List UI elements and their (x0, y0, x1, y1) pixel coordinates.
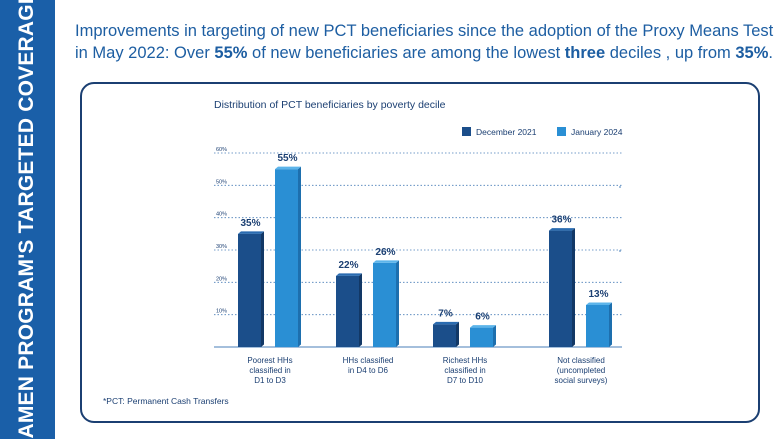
data-label: 26% (375, 247, 395, 258)
y-tick-label: 20% (216, 276, 227, 282)
category-label-line: Not classified (557, 356, 605, 365)
bar-jan2024 (275, 169, 298, 347)
legend-swatch-jan2024 (557, 127, 566, 136)
legend-label-dec2021: December 2021 (476, 127, 537, 137)
category-label-line: social surveys) (554, 376, 608, 385)
headline-bold-1: 55% (214, 44, 248, 62)
bar-top-face (373, 260, 399, 263)
category-label-line: classified in (444, 366, 486, 375)
bar-dec2021 (336, 275, 359, 347)
data-label: 13% (588, 289, 608, 300)
headline-bold-2: three (564, 44, 606, 62)
chart-title: Distribution of PCT beneficiaries by pov… (214, 99, 446, 111)
legend-label-jan2024: January 2024 (571, 127, 623, 137)
bar-side-face (493, 325, 496, 347)
bar-jan2024 (586, 304, 609, 347)
category-label-line: in D4 to D6 (347, 366, 389, 375)
bar-top-face (238, 231, 264, 234)
headline-text-2: of new beneficiaries are among the lowes… (247, 44, 565, 62)
chart-card (80, 82, 760, 423)
category-label-line: Poorest HHs (247, 356, 293, 365)
headline-text-3: deciles , up from (605, 44, 736, 62)
bar-top-face (433, 321, 459, 325)
footnote: *PCT: Permanent Cash Transfers (103, 396, 229, 406)
y-tick-label: 40% (216, 212, 227, 218)
y-tick-label: 10% (216, 309, 227, 315)
bar-side-face (609, 302, 612, 347)
bar-top-face (275, 166, 301, 170)
y-tick-label: 60% (216, 147, 227, 153)
y-tick-label: 50% (216, 179, 227, 185)
bar-top-face (586, 302, 612, 305)
headline: Improvements in targeting of new PCT ben… (75, 20, 775, 64)
data-label: 55% (277, 153, 297, 164)
category-label-line: (uncompleted (556, 366, 606, 375)
data-label: 6% (475, 312, 490, 323)
category-label-line: Richest HHs (442, 356, 488, 365)
bar-side-face (456, 321, 459, 347)
bar-side-face (261, 231, 264, 347)
category-label: Poorest HHs classified in D1 to D3 (210, 356, 330, 386)
bar-dec2021 (549, 230, 572, 347)
headline-text-1: Improvements in targeting of new PCT ben… (75, 22, 774, 62)
category-label: Richest HHs classified in D7 to D10 (405, 356, 525, 386)
headline-bold-3: 35% (735, 44, 769, 62)
bar-side-face (572, 228, 575, 347)
bar-side-face (396, 260, 399, 347)
bar-jan2024 (470, 327, 493, 347)
y-tick-label: 30% (216, 244, 227, 250)
category-label: HHs classified in D4 to D6 (308, 356, 428, 376)
bar-side-face (298, 166, 301, 347)
category-label-line: classified in (249, 366, 291, 375)
category-label-line: D1 to D3 (254, 376, 286, 385)
category-label-line: D7 to D10 (446, 376, 484, 385)
category-label: Not classified (uncompleted social surveys… (521, 356, 641, 386)
legend-swatch-dec2021 (462, 127, 471, 136)
bar-top-face (470, 325, 496, 328)
data-label: 36% (551, 215, 571, 226)
bar-jan2024 (373, 262, 396, 347)
bar-top-face (336, 273, 362, 276)
bar-side-face (359, 273, 362, 347)
data-label: 7% (438, 308, 453, 319)
data-label: 35% (240, 218, 260, 229)
bar-dec2021 (433, 324, 456, 347)
category-label-line: HHs classified (342, 356, 394, 365)
bar-dec2021 (238, 233, 261, 347)
bar-top-face (549, 228, 575, 231)
side-banner: AMEN PROGRAM'S TARGETED COVERAGE (0, 0, 55, 439)
data-label: 22% (338, 260, 358, 271)
headline-text-4: . (768, 44, 773, 62)
